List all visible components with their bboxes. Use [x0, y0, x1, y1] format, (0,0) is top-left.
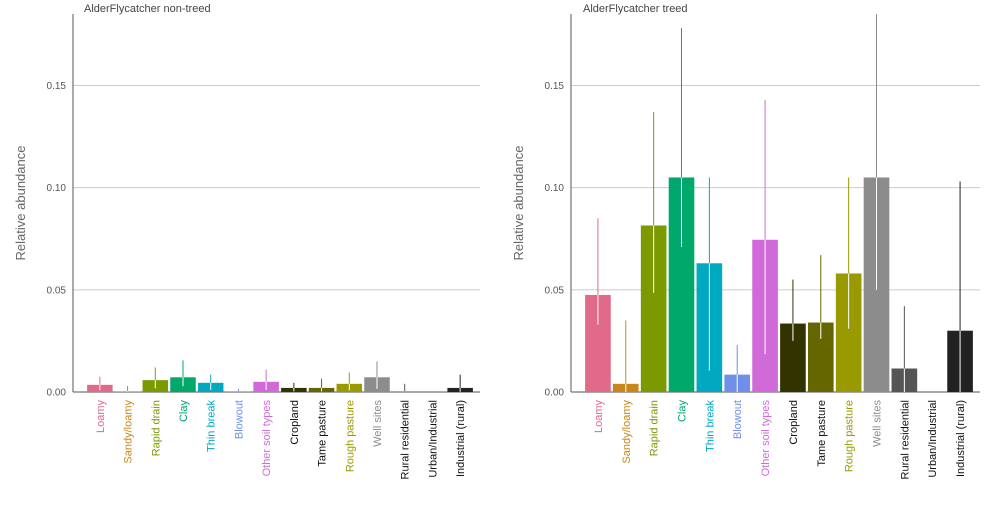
- x-tick-label: Rural residential: [400, 400, 412, 479]
- x-tick-label: Tame pasture: [816, 400, 828, 467]
- y-tick-label: 0.05: [47, 285, 67, 296]
- y-tick-label: 0.10: [47, 183, 67, 194]
- x-tick-label: Blowout: [233, 400, 245, 439]
- x-tick-label: Well sites: [872, 400, 884, 447]
- x-tick-label: Cropland: [788, 400, 800, 445]
- x-tick-label: Rapid drain: [150, 400, 162, 456]
- x-tick-label: Thin break: [704, 400, 716, 452]
- x-tick-label: Well sites: [372, 400, 384, 447]
- x-tick-label: Cropland: [289, 400, 301, 445]
- chart-title: AlderFlycatcher non-treed: [84, 3, 211, 15]
- y-tick-label: 0.15: [545, 81, 565, 92]
- x-tick-label: Sandy/loamy: [621, 400, 633, 464]
- chart-title: AlderFlycatcher treed: [583, 3, 688, 15]
- x-tick-label: Rural residential: [899, 400, 911, 479]
- x-tick-label: Urban/Industrial: [927, 400, 939, 478]
- chart-panel-2: 0.00 0.05 0.10 0.15 AlderFlycatcher treed Rel…: [511, 3, 980, 479]
- x-tick-label: Industrial (rural): [455, 400, 467, 477]
- y-axis-label: Relative abundance: [511, 146, 526, 261]
- y-tick-label: 0.15: [47, 81, 67, 92]
- chart-panel-1: 0.00 0.05 0.10 0.15 AlderFlycatcher non-tree…: [13, 3, 480, 479]
- y-tick-label: 0.05: [545, 285, 565, 296]
- x-tick-label: Loamy: [593, 400, 605, 434]
- x-tick-label: Rapid drain: [649, 400, 661, 456]
- x-tick-label: Urban/Industrial: [427, 400, 439, 478]
- y-axis-label: Relative abundance: [13, 146, 28, 261]
- x-tick-label: Other soil types: [261, 400, 273, 477]
- x-tick-label: Blowout: [732, 400, 744, 439]
- x-tick-label: Rough pasture: [844, 400, 856, 472]
- x-tick-label: Thin break: [206, 400, 218, 452]
- x-tick-label: Clay: [677, 400, 689, 423]
- x-tick-label: Other soil types: [760, 400, 772, 477]
- x-tick-label: Clay: [178, 400, 190, 423]
- x-tick-label: Loamy: [95, 400, 107, 434]
- x-tick-label: Rough pasture: [344, 400, 356, 472]
- x-tick-label: Industrial (rural): [955, 400, 967, 477]
- y-tick-label: 0.10: [545, 183, 565, 194]
- x-tick-label: Sandy/loamy: [123, 400, 135, 464]
- y-tick-label: 0.00: [545, 388, 565, 399]
- y-tick-label: 0.00: [47, 388, 67, 399]
- x-tick-label: Tame pasture: [317, 400, 329, 467]
